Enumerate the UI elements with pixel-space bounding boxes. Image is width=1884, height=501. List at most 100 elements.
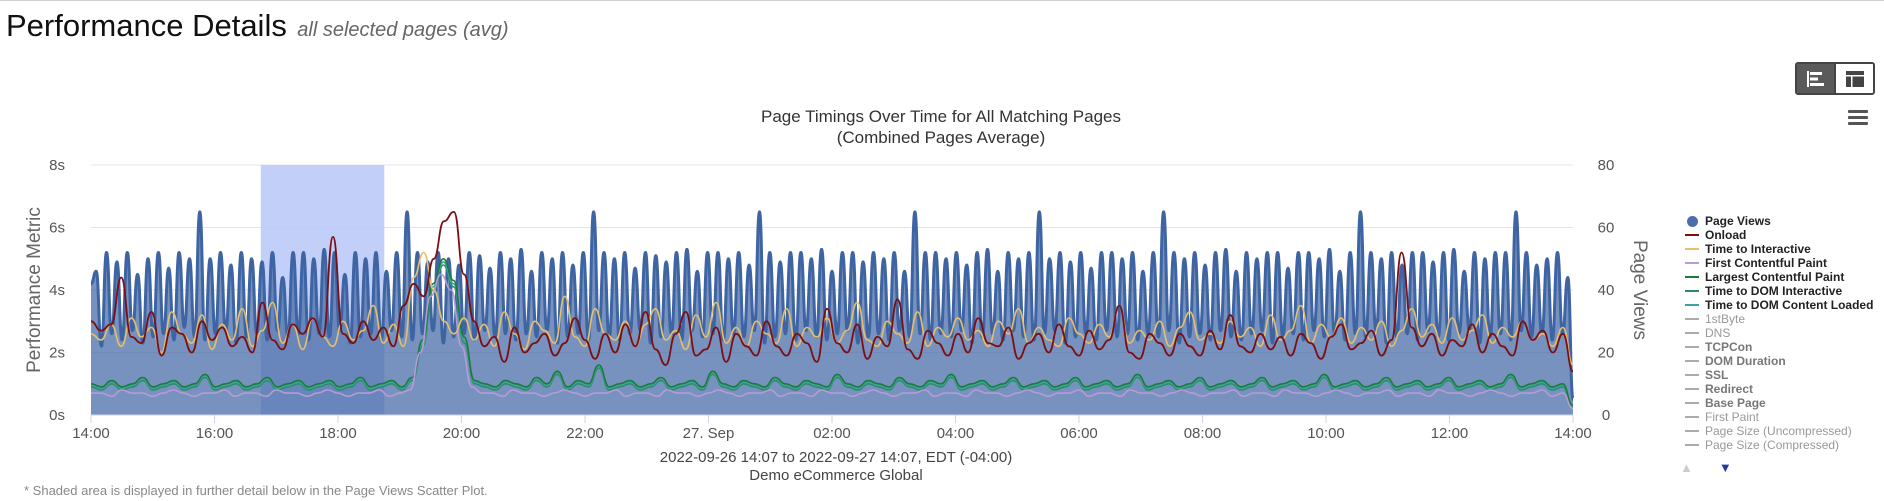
legend-line-icon — [1683, 412, 1701, 422]
legend-item[interactable]: First Contentful Paint — [1683, 256, 1873, 270]
y-left-tick-label: 8s — [49, 157, 65, 174]
largest-contentful-paint-line — [90, 257, 1574, 407]
legend-item-label: DOM Duration — [1705, 354, 1786, 368]
x-tick-label: 20:00 — [443, 425, 481, 442]
chart-subtitle: (Combined Pages Average) — [837, 128, 1046, 147]
x-tick-label: 14:00 — [1554, 425, 1592, 442]
y-right-tick-label: 80 — [1598, 157, 1615, 174]
legend-item[interactable]: TCPCon — [1683, 340, 1873, 354]
legend-item[interactable]: DOM Duration — [1683, 354, 1873, 368]
legend-item-label: Page Views — [1705, 214, 1771, 228]
legend-item-label: Time to DOM Interactive — [1705, 284, 1843, 298]
y-left-tick-label: 2s — [49, 345, 65, 362]
legend-item[interactable]: Page Size (Uncompressed) — [1683, 424, 1873, 438]
x-tick-label: 12:00 — [1431, 425, 1469, 442]
legend-item[interactable]: Redirect — [1683, 382, 1873, 396]
legend-item[interactable]: DNS — [1683, 326, 1873, 340]
legend-item-label: Base Page — [1705, 396, 1766, 410]
x-tick-label: 16:00 — [196, 425, 234, 442]
chart-menu-icon[interactable] — [1848, 110, 1868, 126]
page-views-area — [91, 211, 1573, 415]
legend-item[interactable]: Time to DOM Content Loaded — [1683, 298, 1873, 312]
x-tick-label: 10:00 — [1307, 425, 1345, 442]
y-right-tick-label: 40 — [1598, 282, 1615, 299]
legend-item[interactable]: SSL — [1683, 368, 1873, 382]
legend-down-arrow-icon[interactable]: ▼ — [1718, 460, 1732, 475]
legend-line-icon — [1683, 342, 1701, 352]
legend-item-label: Time to Interactive — [1705, 242, 1811, 256]
legend-item[interactable]: Largest Contentful Paint — [1683, 270, 1873, 284]
legend-item[interactable]: First Paint — [1683, 410, 1873, 424]
x-axis-label-range: 2022-09-26 14:07 to 2022-09-27 14:07, ED… — [660, 449, 1012, 466]
legend-item-label: Time to DOM Content Loaded — [1705, 298, 1874, 312]
legend-line-icon — [1683, 314, 1701, 324]
legend-item[interactable]: Base Page — [1683, 396, 1873, 410]
x-tick-label: 18:00 — [319, 425, 357, 442]
chart-footnote: * Shaded area is displayed in further de… — [24, 483, 488, 498]
x-tick-label: 02:00 — [813, 425, 851, 442]
x-axis-label-site: Demo eCommerce Global — [749, 467, 922, 484]
page-title: Performance Details — [6, 8, 287, 43]
y-axis-left-label: Performance Metric — [24, 207, 45, 373]
x-tick-label: 06:00 — [1060, 425, 1098, 442]
legend-dot-icon — [1683, 215, 1701, 227]
legend-line-icon — [1683, 356, 1701, 366]
onload-line — [90, 210, 1574, 373]
x-tick-label: 14:00 — [72, 425, 110, 442]
legend-line-icon — [1683, 230, 1701, 240]
legend-item-label: Page Size (Uncompressed) — [1705, 424, 1852, 438]
legend-line-icon — [1683, 370, 1701, 380]
legend-line-icon — [1683, 426, 1701, 436]
legend-line-icon — [1683, 286, 1701, 296]
x-tick-label: 22:00 — [566, 425, 604, 442]
y-left-tick-label: 4s — [49, 282, 65, 299]
legend-item-label: 1stByte — [1705, 312, 1746, 326]
legend-item-label: DNS — [1705, 326, 1731, 340]
view-toggle — [1795, 62, 1875, 95]
bar-view-button[interactable] — [1797, 64, 1834, 93]
x-tick-label: 08:00 — [1184, 425, 1222, 442]
legend-item-label: SSL — [1705, 368, 1729, 382]
bar-chart-icon — [1806, 70, 1824, 87]
legend-item[interactable]: Time to Interactive — [1683, 242, 1873, 256]
legend-line-icon — [1683, 384, 1701, 394]
legend-line-icon — [1683, 244, 1701, 254]
layout-icon — [1845, 70, 1864, 87]
y-left-tick-label: 6s — [49, 220, 65, 237]
legend-item[interactable]: Page Views — [1683, 214, 1873, 228]
page-subtitle: all selected pages (avg) — [297, 19, 509, 41]
legend-line-icon — [1683, 258, 1701, 268]
legend-line-icon — [1683, 440, 1701, 450]
top-divider — [0, 0, 1884, 1]
legend-item-label: Page Size (Compressed) — [1705, 438, 1840, 452]
legend-item[interactable]: Onload — [1683, 228, 1873, 242]
legend-line-icon — [1683, 300, 1701, 310]
x-tick-label: 27. Sep — [683, 425, 735, 442]
time-to-dom-content-loaded-line — [90, 261, 1574, 407]
legend-line-icon — [1683, 272, 1701, 282]
y-left-tick-label: 0s — [49, 407, 65, 424]
y-axis-right-label: Page Views — [1629, 240, 1650, 340]
legend-item-label: Largest Contentful Paint — [1705, 270, 1845, 284]
legend-item[interactable]: Page Size (Compressed) — [1683, 438, 1873, 452]
legend-line-icon — [1683, 328, 1701, 338]
legend-item-label: Redirect — [1705, 382, 1754, 396]
legend-item-label: TCPCon — [1705, 340, 1753, 354]
legend-item[interactable]: Time to DOM Interactive — [1683, 284, 1873, 298]
first-contentful-paint-line — [90, 273, 1574, 410]
chart-legend: Page Views Onload Time to Interactive First… — [1683, 214, 1873, 452]
chart-title: Page Timings Over Time for All Matching … — [761, 107, 1121, 126]
legend-pager: ▲ ▼ — [1680, 460, 1732, 475]
table-view-button[interactable] — [1834, 64, 1873, 93]
x-tick-label: 04:00 — [937, 425, 975, 442]
y-right-tick-label: 0 — [1602, 407, 1610, 424]
legend-item-label: Onload — [1705, 228, 1747, 242]
legend-item[interactable]: 1stByte — [1683, 312, 1873, 326]
time-to-dom-interactive-line — [90, 264, 1574, 407]
y-right-tick-label: 20 — [1598, 345, 1615, 362]
page-header: Performance Details all selected pages (… — [6, 8, 509, 44]
y-right-tick-label: 60 — [1598, 220, 1615, 237]
legend-item-label: First Contentful Paint — [1705, 256, 1827, 270]
legend-up-arrow-icon[interactable]: ▲ — [1680, 460, 1693, 475]
